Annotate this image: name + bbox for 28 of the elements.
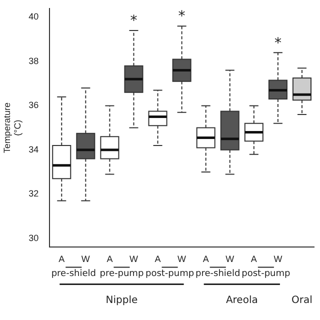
text: Oral [292, 294, 312, 306]
annotation: * [130, 13, 138, 30]
y-tick-label: 36 [28, 100, 39, 110]
x-tick-label: W [274, 254, 283, 264]
text: post-pump [242, 269, 290, 280]
text: pre-pump [100, 269, 144, 280]
y-tick-label: 40 [28, 12, 39, 22]
x-tick-label: W [226, 254, 235, 264]
y-tick-label: 34 [28, 144, 39, 154]
x-tick-label: A [106, 254, 113, 264]
text: pre-shield [51, 269, 96, 280]
x-tick-label: A [154, 254, 161, 264]
x-tick-label: A [58, 254, 65, 264]
y-tick-label: 38 [28, 56, 39, 66]
text: Nipple [106, 294, 138, 306]
annotation: * [178, 8, 186, 25]
y-tick-label: 32 [28, 188, 39, 199]
y-axis-title: Temperature (°C) [2, 102, 23, 154]
text: pre-shield [196, 269, 240, 280]
x-tick-label: A [250, 254, 257, 264]
text: post-pump [145, 269, 194, 280]
annotation: * [274, 35, 282, 52]
x-tick-label: W [129, 254, 138, 264]
x-tick-label: W [178, 254, 187, 264]
x-tick-label: A [202, 254, 209, 264]
text: Areola [226, 294, 258, 306]
y-tick-label: 30 [28, 232, 39, 243]
x-tick-label: W [81, 254, 90, 264]
